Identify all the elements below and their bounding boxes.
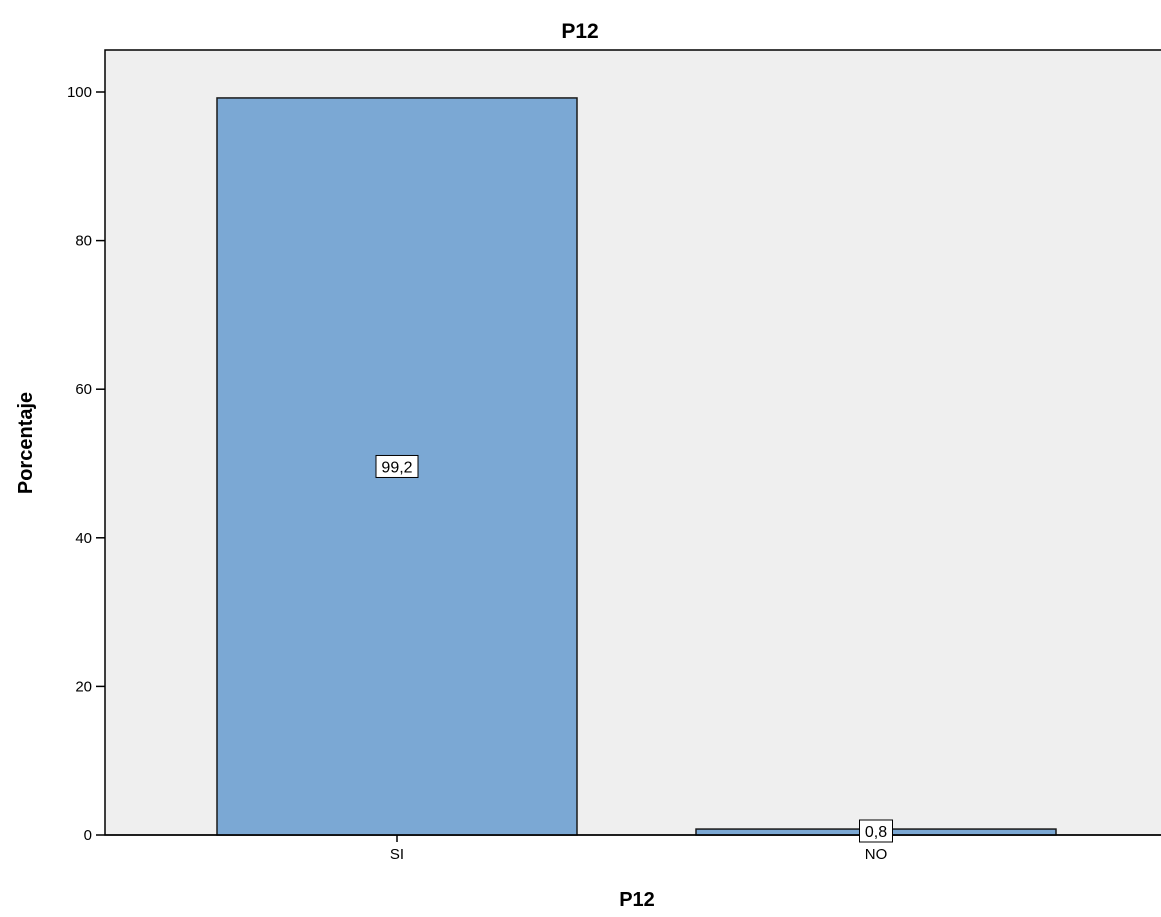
y-tick-label: 20 [75,678,92,695]
y-tick-label: 100 [67,84,92,101]
x-tick-label-no: NO [865,846,888,863]
y-axis-title: Porcentaje [15,392,37,494]
data-label: 99,2 [381,459,412,476]
y-tick-label: 0 [84,827,92,844]
x-tick-label-si: SI [390,846,404,863]
y-tick-label: 80 [75,233,92,250]
y-tick-label: 40 [75,530,92,547]
chart-title: P12 [561,20,598,43]
data-label-box [859,819,893,843]
y-tick-label: 60 [75,381,92,398]
data-label: 0,8 [865,824,887,841]
data-label-box [375,454,419,478]
x-axis-title: P12 [619,889,655,911]
